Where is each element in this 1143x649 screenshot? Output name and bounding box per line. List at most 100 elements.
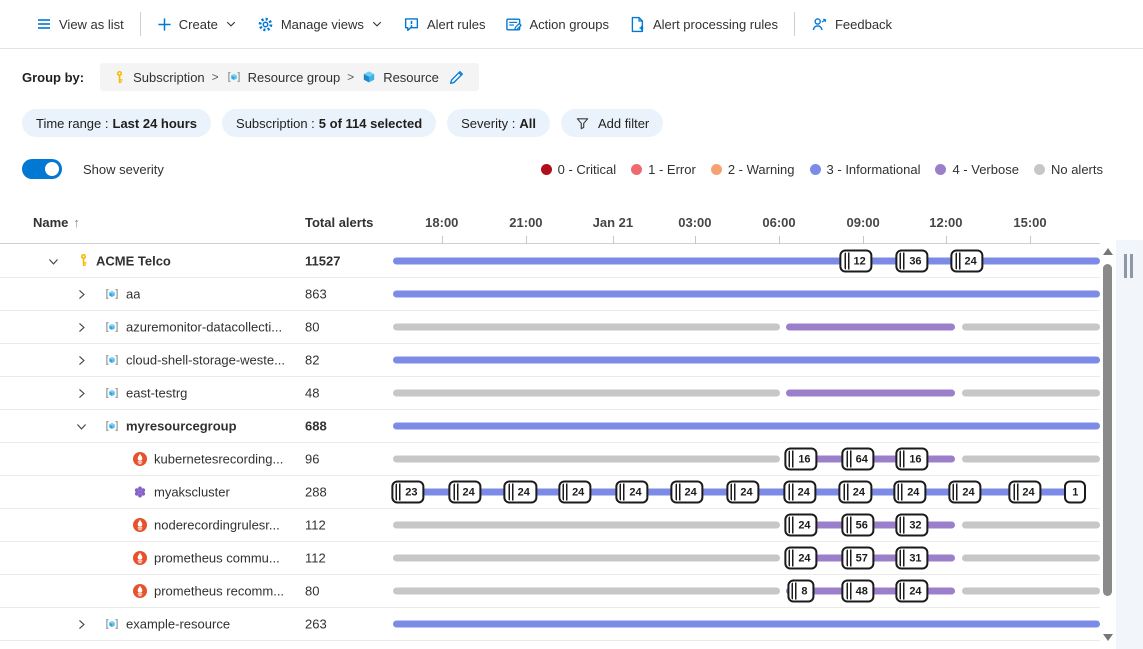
toolbar-alert-rules[interactable]: Alert rules xyxy=(393,7,496,41)
legend-color-dot xyxy=(540,163,552,175)
alert-count-badge[interactable]: 32 xyxy=(895,513,929,537)
alert-count-badge[interactable]: 24 xyxy=(784,513,818,537)
filter-name: Severity : xyxy=(461,115,516,131)
row-name: myresourcegroup xyxy=(126,418,237,434)
scroll-down-arrow[interactable] xyxy=(1103,634,1113,641)
resource-group-icon xyxy=(226,69,242,85)
alert-count-badge[interactable]: 24 xyxy=(558,480,592,504)
collapse-chevron-icon[interactable] xyxy=(45,253,61,269)
scrollbar-thumb[interactable] xyxy=(1102,264,1112,596)
resource-group-icon xyxy=(104,385,120,401)
alert-count-badge[interactable]: 48 xyxy=(841,579,875,603)
row-total-alerts: 288 xyxy=(305,484,327,500)
time-tick-mark xyxy=(441,236,443,244)
timeline-segment-blue xyxy=(393,257,1100,265)
table-row[interactable]: myakscluster 288 23 24 24 24 24 24 24 24 24 24 24 24 1 xyxy=(0,476,1100,509)
legend-item: 2 - Warning xyxy=(710,161,795,177)
splitter-handle[interactable] xyxy=(1124,254,1133,278)
table-row[interactable]: aa 863 xyxy=(0,278,1100,311)
table-row[interactable]: kubernetesrecording... 96 16 64 16 xyxy=(0,443,1100,476)
edit-group-by-button[interactable] xyxy=(446,67,467,88)
toolbar-item-label: Manage views xyxy=(280,16,364,32)
toggle-knob xyxy=(45,162,59,176)
alert-count-badge[interactable]: 16 xyxy=(895,447,929,471)
filter-pill-subscription[interactable]: Subscription :5 of 114 selected xyxy=(222,109,437,137)
row-name: prometheus recomm... xyxy=(154,583,285,599)
alert-count-badge[interactable]: 24 xyxy=(1008,480,1042,504)
processing-rules-icon xyxy=(629,16,646,33)
toolbar-manage-views[interactable]: Manage views xyxy=(247,7,393,41)
legend-item: 4 - Verbose xyxy=(935,162,1019,177)
table-row[interactable]: cloud-shell-storage-weste... 82 xyxy=(0,344,1100,377)
alert-count-badge[interactable]: 24 xyxy=(726,480,760,504)
filter-pill-severity[interactable]: Severity : All xyxy=(447,109,550,137)
alert-count-badge[interactable]: 16 xyxy=(784,447,818,471)
time-tick-label: 06:00 xyxy=(762,215,796,230)
alert-count-badge[interactable]: 24 xyxy=(893,480,927,504)
alert-count-badge[interactable]: 12 xyxy=(839,249,873,273)
alert-count-badge[interactable]: 23 xyxy=(391,480,425,504)
toolbar-view-as-list[interactable]: View as list xyxy=(26,7,134,41)
alert-count-badge[interactable]: 31 xyxy=(895,546,929,570)
alert-count-badge[interactable]: 24 xyxy=(670,480,704,504)
prometheus-icon xyxy=(132,583,148,599)
toolbar-feedback[interactable]: Feedback xyxy=(801,7,902,41)
expand-chevron-icon[interactable] xyxy=(73,385,89,401)
toolbar-action-groups[interactable]: Action groups xyxy=(495,7,619,41)
filter-pill-time-range[interactable]: Time range : Last 24 hours xyxy=(22,109,212,137)
expand-chevron-icon[interactable] xyxy=(73,319,89,335)
alert-count-badge[interactable]: 57 xyxy=(841,546,875,570)
timeline-segment-blue xyxy=(393,356,1100,364)
table-row[interactable]: noderecordingrulesr... 112 24 56 32 xyxy=(0,509,1100,542)
toolbar-alert-processing-rules[interactable]: Alert processing rules xyxy=(619,7,788,41)
table-row[interactable]: prometheus commu... 112 24 57 31 xyxy=(0,542,1100,575)
table-row[interactable]: example-resource 263 xyxy=(0,608,1100,641)
show-severity-toggle[interactable] xyxy=(22,159,62,179)
alert-count-badge[interactable]: 1 xyxy=(1064,480,1087,504)
collapse-chevron-icon[interactable] xyxy=(73,418,89,434)
expand-chevron-icon[interactable] xyxy=(73,286,89,302)
add-filter-button[interactable]: Add filter xyxy=(560,109,664,137)
alert-count-badge[interactable]: 24 xyxy=(615,480,649,504)
legend-label: 2 - Warning xyxy=(727,161,795,177)
group-by-pill[interactable]: Subscription > Resource group > Resource xyxy=(100,63,479,91)
alert-count-badge[interactable]: 24 xyxy=(950,249,984,273)
table-row[interactable]: ACME Telco 11527 12 36 24 xyxy=(0,245,1100,278)
alert-count-badge[interactable]: 24 xyxy=(784,546,818,570)
expand-chevron-icon[interactable] xyxy=(73,352,89,368)
alert-count-badge[interactable]: 56 xyxy=(841,513,875,537)
timeline-segment-gray xyxy=(393,521,780,529)
timeline-segment-blue xyxy=(393,290,1100,298)
alert-count-badge[interactable]: 8 xyxy=(787,579,815,603)
alert-count-badge[interactable]: 24 xyxy=(503,480,537,504)
alert-count-badge[interactable]: 24 xyxy=(783,480,817,504)
group-by-segment: Resource xyxy=(361,69,439,85)
row-total-alerts: 48 xyxy=(305,385,320,401)
alert-count-badge[interactable]: 36 xyxy=(895,249,929,273)
name-column-header[interactable]: Name ↑ xyxy=(33,215,80,230)
alert-count-badge[interactable]: 24 xyxy=(838,480,872,504)
alerts-tree-grid: ACME Telco 11527 12 36 24 aa 863 azuremonitor-d… xyxy=(0,245,1100,641)
table-row[interactable]: east-testrg 48 xyxy=(0,377,1100,410)
group-by-segment: Resource group xyxy=(226,69,340,85)
table-row[interactable]: azuremonitor-datacollecti... 80 xyxy=(0,311,1100,344)
toolbar-create[interactable]: Create xyxy=(147,7,247,41)
table-row[interactable]: prometheus recomm... 80 8 48 24 xyxy=(0,575,1100,608)
aks-icon xyxy=(132,484,148,500)
vertical-scrollbar[interactable] xyxy=(1100,245,1115,649)
scroll-up-arrow[interactable] xyxy=(1103,248,1113,255)
sort-ascending-icon: ↑ xyxy=(73,215,80,230)
expand-chevron-icon[interactable] xyxy=(73,616,89,632)
table-row[interactable]: myresourcegroup 688 xyxy=(0,410,1100,443)
time-tick-label: Jan 21 xyxy=(592,215,634,230)
alert-count-badge[interactable]: 24 xyxy=(895,579,929,603)
alert-count-badge[interactable]: 24 xyxy=(448,480,482,504)
alert-count-badge[interactable]: 24 xyxy=(948,480,982,504)
alert-rules-icon xyxy=(403,16,420,33)
legend-item: 3 - Informational xyxy=(809,162,920,177)
legend-item: 1 - Error xyxy=(631,162,696,177)
filter-name: Subscription : xyxy=(236,115,315,131)
alert-count-badge[interactable]: 64 xyxy=(841,447,875,471)
filter-value: All xyxy=(519,115,536,131)
legend-color-dot xyxy=(710,163,722,175)
